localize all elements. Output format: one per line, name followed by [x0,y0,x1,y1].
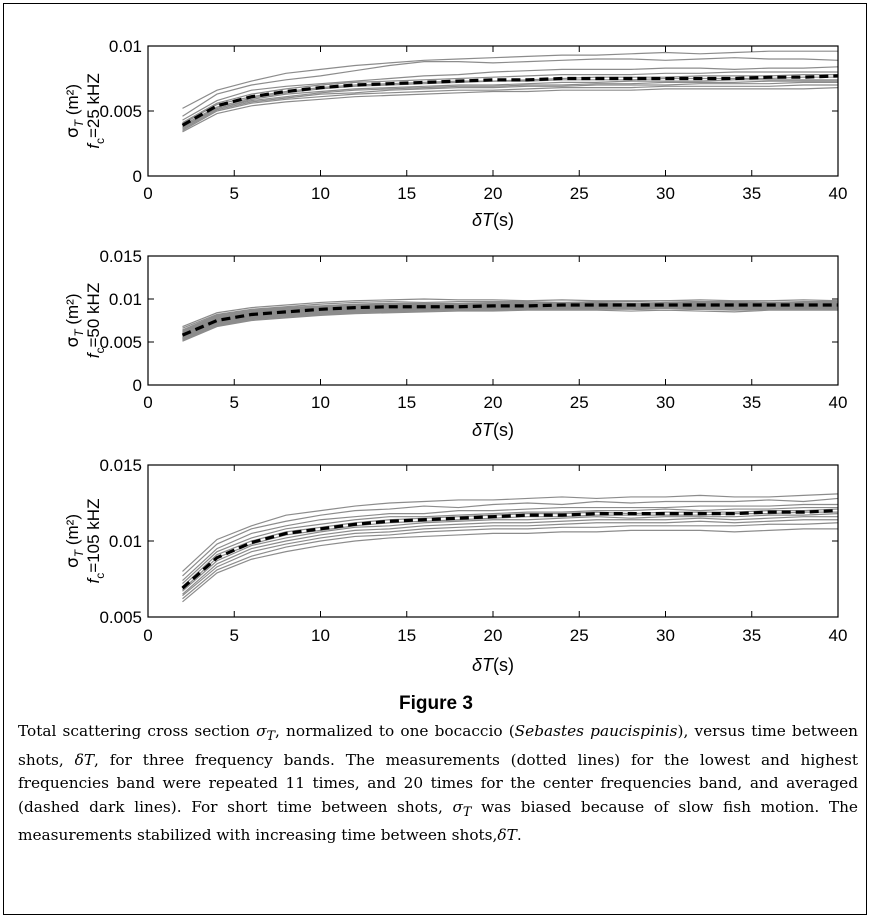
trial-line-8 [182,80,838,129]
trial-line-1 [182,50,838,109]
y-tick-label: 0.01 [109,37,142,56]
x-tick-label: 15 [397,184,416,203]
y-tick-label: 0.01 [109,532,142,551]
caption-segment: δT [74,750,95,769]
trial-line-7 [182,513,839,592]
trial-line-3 [182,301,838,331]
x-axis-label: δT(s) [472,210,514,230]
trial-line-9 [182,519,838,597]
x-tick-label: 5 [230,184,239,203]
trial-line-3 [182,66,839,121]
y-axis-label-band: fc=25 kHZ [84,73,107,148]
caption-segment: δT [497,826,517,845]
y-axis-label-quantity: σT (m²) [63,293,86,347]
x-tick-label: 5 [230,393,239,412]
caption-segment: σ [452,797,463,816]
mean-line [181,74,839,127]
trial-line-20 [182,309,838,342]
x-tick-label: 15 [397,626,416,645]
trial-line-8 [182,516,838,595]
trial-line-4 [182,506,838,585]
x-tick-label: 40 [829,393,848,412]
caption-segment: σ [256,722,267,740]
x-tick-label: 40 [829,184,848,203]
y-tick-label: 0 [133,167,142,186]
y-tick-label: 0.015 [99,456,142,475]
mean-line [181,303,838,337]
y-axis-label-quantity: σT (m²) [63,84,86,138]
figure-caption: Total scattering cross section σT, norma… [18,720,858,848]
x-tick-label: 35 [742,184,761,203]
trial-line-6 [182,511,838,591]
trial-line-3 [182,503,838,581]
x-tick-label: 20 [484,626,503,645]
x-tick-label: 0 [143,393,152,412]
x-tick-label: 25 [570,393,589,412]
trial-line-4 [182,302,838,332]
y-tick-label: 0.005 [99,333,142,352]
trial-line-2 [182,497,839,577]
y-axis-label-quantity: σT (m²) [63,514,86,568]
y-tick-label: 0.01 [109,290,142,309]
x-tick-label: 25 [570,626,589,645]
y-tick-label: 0 [133,376,142,395]
caption-segment: was biased because of slow fish motion. … [18,797,858,845]
mean-line [181,509,839,590]
x-tick-label: 15 [397,393,416,412]
figure-title: Figure 3 [399,693,473,714]
subplot-3: 0 5 10 15 20 25 30 35 40 0.005 0.01 0.015 δT(s) σT (m… [63,456,847,675]
caption-segment: T [462,804,472,820]
x-tick-label: 10 [311,184,330,203]
trial-line-17 [182,306,838,340]
trial-line-2 [182,57,839,117]
x-tick-label: 5 [230,626,239,645]
x-tick-label: 35 [742,626,761,645]
subplot-1: 0 5 10 15 20 25 30 35 40 0 0.005 0.01 δT(s) σT (m²)fc… [63,37,847,230]
y-tick-label: 0.005 [99,608,142,627]
y-tick-label: 0.005 [99,102,142,121]
caption-segment: Sebastes paucispinis [514,722,678,740]
x-axis-label: δT(s) [472,655,514,675]
trial-line-10 [182,522,839,600]
x-tick-label: 0 [143,626,152,645]
trial-line-9 [182,81,838,130]
x-tick-label: 10 [311,393,330,412]
x-tick-label: 0 [143,184,152,203]
x-tick-label: 30 [656,626,675,645]
x-tick-label: 30 [656,184,675,203]
caption-segment: . [516,826,522,845]
trial-line-19 [182,308,838,341]
plot-area-frame [147,45,839,177]
x-axis-label: δT(s) [472,420,514,440]
y-tick-label: 0.015 [99,247,142,266]
trial-line-4 [182,71,838,124]
trial-line-11 [182,87,839,133]
x-tick-label: 40 [829,626,848,645]
caption-segment: ), versus time between shots, [18,722,858,769]
x-tick-label: 25 [570,184,589,203]
trial-line-2 [182,300,838,329]
trial-line-1 [182,298,839,328]
trial-line-11 [182,528,838,603]
subplot-2: 0 5 10 15 20 25 30 35 40 0 0.005 0.01 0.015 δT(s) σT (… [63,247,847,440]
caption-segment: , normalized to one bocaccio ( [275,722,515,740]
y-axis-label-band: fc=50 kHZ [84,283,107,358]
figure-frame [3,3,867,915]
trial-line-10 [182,84,838,132]
x-tick-label: 35 [742,393,761,412]
y-axis-label-band: fc=105 kHZ [84,499,107,584]
caption-segment: , for three frequency bands. The measure… [18,750,858,816]
caption-segment: Total scattering cross section [18,722,257,740]
x-tick-label: 30 [656,393,675,412]
caption-segment: T [266,729,276,745]
x-tick-label: 10 [311,626,330,645]
x-tick-label: 20 [484,393,503,412]
x-tick-label: 20 [484,184,503,203]
trial-line-1 [182,493,839,572]
